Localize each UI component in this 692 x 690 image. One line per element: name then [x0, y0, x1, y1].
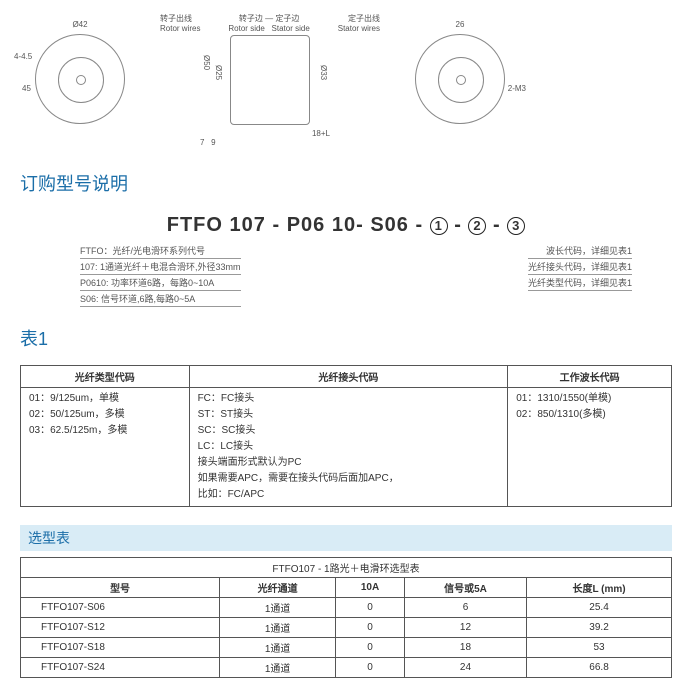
- t2-sig: 18: [404, 638, 526, 658]
- label-stator-wires-cn: 定子出线: [338, 13, 380, 24]
- dim-18l: 18+L: [160, 129, 380, 138]
- t2-h-fiber: 光纤通道: [220, 578, 336, 598]
- table-row: FTFO107-S241通道02466.8: [21, 658, 672, 678]
- t2-model: FTFO107-S06: [21, 598, 220, 618]
- t2-len: 53: [527, 638, 672, 658]
- dim-4-4.5: 4-4.5: [14, 52, 32, 61]
- dim-2m3: 2-M3: [508, 84, 526, 93]
- t2-len: 66.8: [527, 658, 672, 678]
- t2-fiber: 1通道: [220, 598, 336, 618]
- exp-ftfo: FTFO：光纤/光电滑环系列代号: [80, 243, 241, 259]
- t2-sig: 12: [404, 618, 526, 638]
- label-stator-side-cn: 定子边: [275, 14, 299, 23]
- dim-9: 9: [211, 138, 215, 147]
- t2-len: 39.2: [527, 618, 672, 638]
- section-title-order: 订购型号说明: [20, 170, 672, 196]
- t1-h3: 工作波长代码: [508, 366, 672, 388]
- dim-d33: Ø33: [319, 65, 328, 80]
- pn-circle-3: 3: [507, 217, 525, 235]
- t2-h-len: 长度L (mm): [527, 578, 672, 598]
- explain-right: 波长代码，详细见表1 光纤接头代码，详细见表1 光纤类型代码，详细见表1: [528, 243, 672, 307]
- t1-c2: FC：FC接头 ST：ST接头 SC：SC接头 LC：LC接头 接头端面形式默认…: [189, 388, 508, 507]
- dim-d25: Ø25: [214, 65, 223, 80]
- table-row: FTFO107-S121通道01239.2: [21, 618, 672, 638]
- exp-conn: 光纤接头代码，详细见表1: [528, 259, 632, 275]
- t2-len: 25.4: [527, 598, 672, 618]
- explain-left: FTFO：光纤/光电滑环系列代号 107: 1通道光纤＋电混合滑环,外径33mm…: [20, 243, 241, 307]
- label-rotor-wires-cn: 转子出线: [160, 13, 200, 24]
- t2-model: FTFO107-S24: [21, 658, 220, 678]
- label-rotor-side-cn: 转子边: [239, 14, 263, 23]
- technical-drawing: Ø42 4-4.5 45 转子出线 Rotor wires 转子边 — 定子边 …: [20, 10, 672, 150]
- dim-7: 7: [200, 138, 204, 147]
- t1-c3: 01：1310/1550(单模) 02：850/1310(多模): [508, 388, 672, 507]
- pn-circle-2: 2: [468, 217, 486, 235]
- t1-c1: 01：9/125um，单模 02：50/125um，多模 03：62.5/125…: [21, 388, 190, 507]
- label-stator-wires-en: Stator wires: [338, 24, 380, 33]
- table-selection: FTFO107 - 1路光＋电滑环选型表 型号 光纤通道 10A 信号或5A 长…: [20, 557, 672, 678]
- pn-p06: P06: [287, 214, 326, 236]
- exp-107: 107: 1通道光纤＋电混合滑环,外径33mm: [80, 259, 241, 275]
- part-number-block: FTFO 107 - P06 10- S06 - 1 - 2 - 3 FTFO：…: [20, 214, 672, 307]
- exp-s06: S06: 信号环道,6路,每路0~5A: [80, 291, 241, 307]
- section-title-selection: 选型表: [20, 525, 672, 551]
- dim-26: 26: [456, 20, 465, 29]
- t2-h-10a: 10A: [336, 578, 405, 598]
- t2-10a: 0: [336, 638, 405, 658]
- section-title-table1: 表1: [20, 325, 672, 351]
- exp-wave: 波长代码，详细见表1: [528, 243, 632, 259]
- t2-caption: FTFO107 - 1路光＋电滑环选型表: [21, 558, 672, 578]
- table1: 光纤类型代码 光纤接头代码 工作波长代码 01：9/125um，单模 02：50…: [20, 365, 672, 507]
- label-rotor-wires-en: Rotor wires: [160, 24, 200, 33]
- t1-h1: 光纤类型代码: [21, 366, 190, 388]
- t2-10a: 0: [336, 598, 405, 618]
- exp-p0610: P0610: 功率环道6路，每路0~10A: [80, 275, 241, 291]
- t2-h-sig: 信号或5A: [404, 578, 526, 598]
- pn-ftfo: FTFO: [167, 214, 223, 236]
- part-number-line: FTFO 107 - P06 10- S06 - 1 - 2 - 3: [20, 214, 672, 237]
- rear-flange-circle: [415, 34, 505, 124]
- t1-h2: 光纤接头代码: [189, 366, 508, 388]
- t2-fiber: 1通道: [220, 658, 336, 678]
- t2-h-model: 型号: [21, 578, 220, 598]
- label-stator-side-en: Stator side: [272, 24, 310, 33]
- side-cylinder: [230, 35, 310, 125]
- table-row: FTFO107-S181通道01853: [21, 638, 672, 658]
- pn-107: 107: [230, 214, 266, 236]
- dim-d42: Ø42: [72, 20, 87, 29]
- pn-circle-1: 1: [430, 217, 448, 235]
- t2-10a: 0: [336, 618, 405, 638]
- exp-ftype: 光纤类型代码，详细见表1: [528, 275, 632, 291]
- t2-10a: 0: [336, 658, 405, 678]
- label-rotor-side-en: Rotor side: [228, 24, 264, 33]
- t2-sig: 24: [404, 658, 526, 678]
- t2-fiber: 1通道: [220, 618, 336, 638]
- dim-45deg: 45: [22, 84, 31, 93]
- table-row: FTFO107-S061通道0625.4: [21, 598, 672, 618]
- dim-d50: Ø50: [202, 55, 211, 70]
- pn-s06: S06: [370, 214, 409, 236]
- t2-sig: 6: [404, 598, 526, 618]
- t2-model: FTFO107-S12: [21, 618, 220, 638]
- front-flange-circle: [35, 34, 125, 124]
- t2-model: FTFO107-S18: [21, 638, 220, 658]
- pn-10: 10: [332, 214, 356, 236]
- t2-fiber: 1通道: [220, 638, 336, 658]
